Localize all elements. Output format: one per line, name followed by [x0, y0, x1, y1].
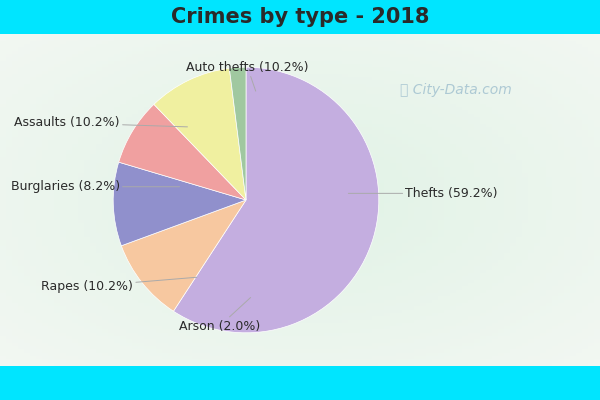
Text: Burglaries (8.2%): Burglaries (8.2%) [11, 180, 179, 193]
Wedge shape [113, 162, 246, 246]
Text: Auto thefts (10.2%): Auto thefts (10.2%) [186, 61, 309, 91]
Text: Assaults (10.2%): Assaults (10.2%) [14, 116, 187, 130]
Wedge shape [154, 68, 246, 200]
Wedge shape [121, 200, 246, 311]
Text: Rapes (10.2%): Rapes (10.2%) [41, 277, 197, 293]
Wedge shape [173, 67, 379, 333]
Text: Arson (2.0%): Arson (2.0%) [179, 298, 260, 333]
Text: Crimes by type - 2018: Crimes by type - 2018 [171, 7, 429, 27]
Wedge shape [229, 67, 246, 200]
Wedge shape [119, 104, 246, 200]
Text: Thefts (59.2%): Thefts (59.2%) [349, 187, 498, 200]
Text: ⓘ City-Data.com: ⓘ City-Data.com [400, 83, 512, 97]
